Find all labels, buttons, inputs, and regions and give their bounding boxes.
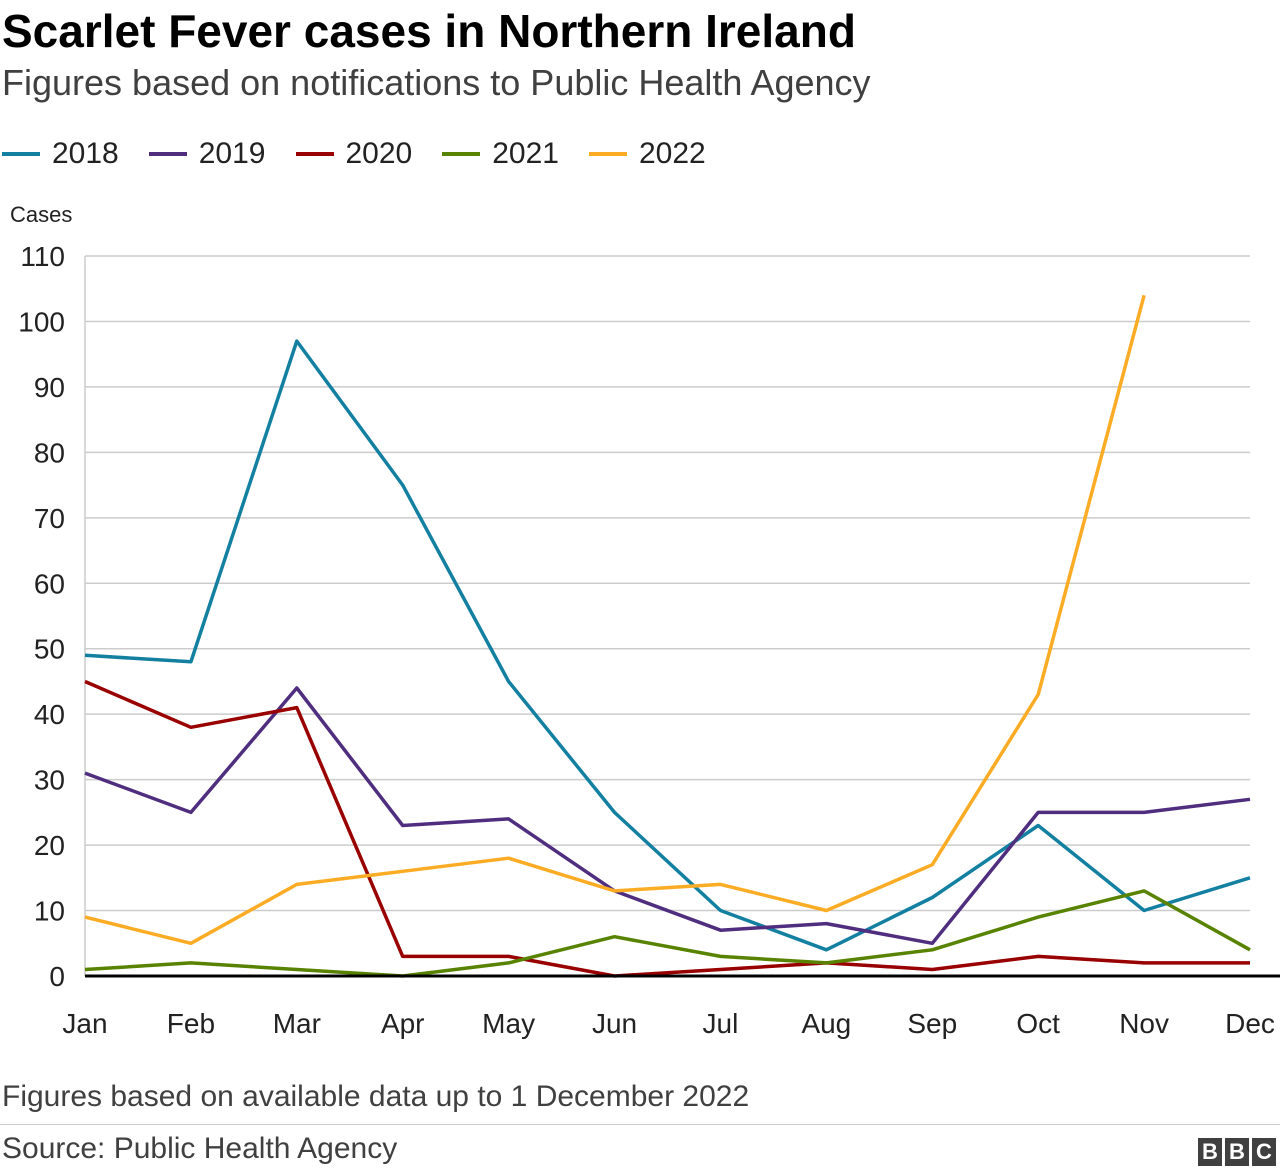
y-axis-title: Cases <box>10 202 72 227</box>
legend-label: 2022 <box>639 137 706 170</box>
legend-swatch <box>442 152 481 156</box>
x-tick-label: Jun <box>592 1008 637 1039</box>
x-tick-label: Aug <box>801 1008 851 1039</box>
x-tick-label: Oct <box>1016 1008 1060 1039</box>
y-tick-label: 110 <box>20 241 65 272</box>
legend-swatch <box>295 152 334 156</box>
y-tick-label: 30 <box>34 765 65 796</box>
series-line-2020 <box>84 679 1250 978</box>
bbc-logo: B B C <box>1195 1138 1276 1166</box>
bbc-logo-letter: C <box>1252 1138 1276 1166</box>
legend-item-2018: 2018 <box>2 137 119 171</box>
y-tick-label: 100 <box>18 306 65 337</box>
source-text: Source: Public Health Agency <box>2 1132 398 1165</box>
legend-label: 2018 <box>52 137 119 170</box>
series-line-2018 <box>84 339 1251 952</box>
legend-swatch <box>148 152 187 156</box>
series-line-2022 <box>84 294 1146 946</box>
legend-swatch <box>589 152 627 156</box>
x-tick-label: Sep <box>907 1008 957 1039</box>
x-tick-label: May <box>482 1008 535 1039</box>
y-tick-label: 40 <box>34 699 65 730</box>
y-tick-label: 0 <box>49 961 65 992</box>
x-tick-label: Nov <box>1119 1008 1169 1039</box>
series-line-2021 <box>84 889 1251 978</box>
footnote: Figures based on available data up to 1 … <box>2 1080 750 1113</box>
x-tick-label: Mar <box>273 1008 321 1039</box>
legend-swatch <box>2 152 40 156</box>
chart-title: Scarlet Fever cases in Northern Ireland <box>2 5 856 57</box>
bbc-logo-letter: B <box>1198 1138 1222 1166</box>
y-tick-label: 80 <box>34 437 65 468</box>
legend-item-2021: 2021 <box>442 137 559 171</box>
legend: 2018 2019 2020 2021 2022 <box>2 134 736 174</box>
legend-label: 2020 <box>345 137 413 170</box>
x-tick-label: Jul <box>703 1008 739 1039</box>
x-tick-label: Jan <box>62 1008 107 1039</box>
x-tick-label: Apr <box>381 1008 425 1039</box>
bbc-logo-letter: B <box>1225 1138 1249 1166</box>
y-tick-label: 50 <box>34 634 65 665</box>
line-chart: Cases 0 10 20 30 40 50 60 70 80 90 100 110 Jan Feb Mar A… <box>10 202 1280 1039</box>
x-tick-label: Dec <box>1225 1008 1275 1039</box>
legend-label: 2019 <box>198 137 266 170</box>
legend-label: 2021 <box>492 137 559 170</box>
x-tick-label: Feb <box>167 1008 215 1039</box>
y-tick-label: 60 <box>34 568 65 599</box>
y-tick-label: 70 <box>34 503 65 534</box>
y-tick-label: 10 <box>34 896 65 927</box>
y-tick-label: 20 <box>34 830 65 861</box>
footer-divider <box>0 1124 1280 1125</box>
series-line-2019 <box>84 686 1251 946</box>
chart-subtitle: Figures based on notifications to Public… <box>2 62 871 103</box>
legend-item-2019: 2019 <box>148 137 266 171</box>
y-tick-label: 90 <box>34 372 65 403</box>
legend-item-2022: 2022 <box>589 137 706 171</box>
legend-item-2020: 2020 <box>295 137 413 171</box>
